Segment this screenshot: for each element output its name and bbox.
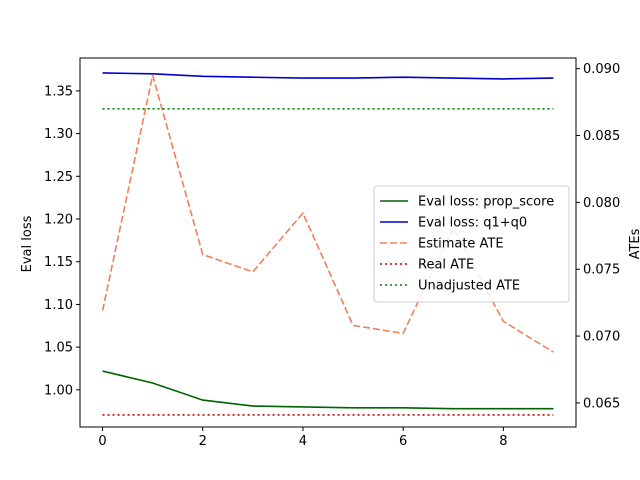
left-axis-label: Eval loss bbox=[20, 215, 35, 272]
right-tick-label: 0.090 bbox=[583, 62, 620, 77]
series-line-1 bbox=[102, 72, 554, 80]
right-tick-label: 0.080 bbox=[583, 196, 620, 211]
left-tick-label: 1.05 bbox=[44, 341, 73, 356]
left-tick-label: 1.25 bbox=[44, 170, 73, 185]
plot-frame bbox=[79, 57, 577, 428]
left-tick-label: 1.00 bbox=[44, 383, 73, 398]
right-tick-label: 0.065 bbox=[583, 396, 620, 411]
right-tick-label: 0.070 bbox=[583, 330, 620, 345]
left-tick-label: 1.15 bbox=[44, 255, 73, 270]
x-tick-label: 6 bbox=[399, 434, 407, 449]
legend-entry-label: Eval loss: q1+q0 bbox=[418, 216, 527, 231]
left-tick-label: 1.20 bbox=[44, 213, 73, 228]
right-axis-ticks: 0.065 0.070 0.075 0.080 0.085 0.090 bbox=[576, 62, 620, 411]
x-axis-ticks: 0 2 4 6 8 bbox=[98, 427, 507, 449]
legend-entry-label: Eval loss: prop_score bbox=[418, 195, 554, 210]
plot-area-border bbox=[79, 57, 577, 428]
legend-entry-label: Real ATE bbox=[418, 258, 474, 273]
left-tick-label: 1.35 bbox=[44, 84, 73, 99]
series-line-0 bbox=[102, 370, 554, 410]
legend-box bbox=[373, 185, 570, 303]
legend-entry-label: Unadjusted ATE bbox=[418, 279, 520, 294]
left-tick-label: 1.10 bbox=[44, 298, 73, 313]
legend-entry-label: Estimate ATE bbox=[418, 237, 504, 252]
legend: Eval loss: prop_score Eval loss: q1+q0 Est… bbox=[373, 185, 570, 303]
right-axis-label: ATEs bbox=[628, 228, 640, 259]
x-tick-label: 0 bbox=[98, 434, 106, 449]
x-tick-label: 4 bbox=[299, 434, 307, 449]
x-tick-label: 8 bbox=[499, 434, 507, 449]
right-tick-label: 0.085 bbox=[583, 129, 620, 144]
left-axis-ticks: 1.00 1.05 1.10 1.15 1.20 1.25 1.30 1.35 bbox=[44, 84, 80, 398]
right-tick-label: 0.075 bbox=[583, 263, 620, 278]
left-tick-label: 1.30 bbox=[44, 127, 73, 142]
x-tick-label: 2 bbox=[199, 434, 207, 449]
